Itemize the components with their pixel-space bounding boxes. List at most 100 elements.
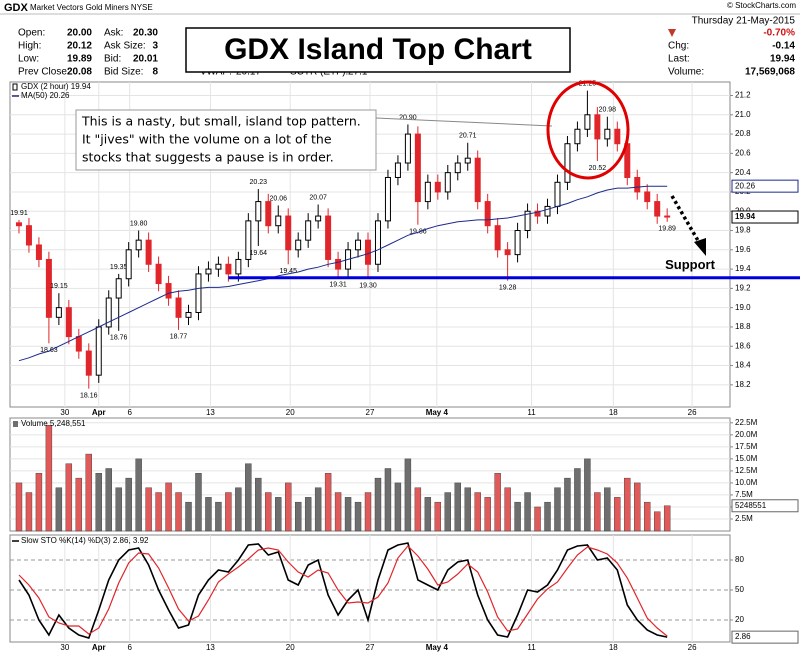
candle-body <box>305 220 312 241</box>
quote-value: 17,569,068 <box>745 67 795 78</box>
x-tick-label: Apr <box>92 408 106 417</box>
quote-label: Bid Size: <box>104 67 143 78</box>
volume-bar <box>464 487 471 532</box>
volume-bar <box>404 458 412 532</box>
volume-bar <box>145 487 152 532</box>
x-tick-label: 18 <box>609 408 618 417</box>
volume-bar <box>15 482 23 532</box>
quote-label: Ask Size: <box>104 41 146 52</box>
security-name: Market Vectors Gold Miners NYSE <box>30 3 153 12</box>
x-tick-label: 13 <box>206 643 215 652</box>
quote-label: Chg: <box>668 41 689 52</box>
x-tick-label: 26 <box>688 408 697 417</box>
volume-bar <box>444 492 451 532</box>
chart-title: GDX Island Top Chart <box>224 33 532 66</box>
volume-bar <box>394 482 402 532</box>
volume-bar <box>604 487 611 532</box>
candle-body <box>524 210 531 232</box>
candle-body <box>235 258 242 275</box>
annotation-line: stocks that suggests a pause is in order… <box>82 150 334 165</box>
x-tick-label: 6 <box>127 408 132 417</box>
quote-label: Prev Close: <box>18 67 70 78</box>
volume-bar <box>663 505 671 532</box>
volume-bar <box>115 487 122 532</box>
x-tick-label: Apr <box>92 643 106 652</box>
low-label: 19.45 <box>279 268 297 275</box>
x-tick-label: 18 <box>609 643 618 652</box>
volume-bar <box>614 497 621 532</box>
annotation-line: This is a nasty, but small, island top p… <box>81 114 361 129</box>
volume-bar <box>324 473 332 532</box>
candle-body <box>285 215 292 251</box>
low-label: 18.16 <box>80 393 98 400</box>
x-tick-label: 26 <box>688 643 697 652</box>
x-tick-label: 6 <box>127 643 132 652</box>
y-tick-label: 10.0M <box>735 478 758 487</box>
y-tick-label: 18.2 <box>735 380 751 389</box>
volume-bar <box>314 487 322 532</box>
volume-bar <box>484 497 491 532</box>
candle-body <box>75 336 82 352</box>
candle-body <box>35 244 42 260</box>
candle-body <box>185 311 192 318</box>
y-tick-label: 50 <box>735 585 744 594</box>
candle-body <box>195 273 202 313</box>
candle-body <box>115 278 122 299</box>
volume-bar <box>195 473 202 532</box>
y-tick-label: 80 <box>735 555 744 564</box>
candle-body <box>275 215 282 227</box>
candle-body <box>614 128 621 145</box>
candle-body <box>145 239 152 265</box>
volume-bar <box>304 497 312 532</box>
candle-body <box>355 239 362 251</box>
volume-bar <box>354 501 362 532</box>
candle-body <box>404 133 411 164</box>
candle-body <box>604 128 611 140</box>
candle-body <box>245 220 252 260</box>
volume-bar <box>504 487 511 532</box>
volume-bar <box>25 492 33 532</box>
volume-bar <box>544 501 551 532</box>
volume-bar <box>454 482 461 532</box>
value-box-label: 2.86 <box>735 632 751 641</box>
legend-icon <box>13 421 18 427</box>
quote-label: Bid: <box>104 54 121 65</box>
volume-bar <box>634 482 641 532</box>
y-tick-label: 19.6 <box>735 245 751 254</box>
candle-body <box>484 201 491 227</box>
legend-icon <box>12 83 18 91</box>
panel: 20 50 80 30 Apr 6 13 20 27 May 4 11 18 26 Slow STO %K… <box>9 534 744 652</box>
low-label: 18.76 <box>110 335 128 342</box>
volume-bar <box>225 492 232 532</box>
y-tick-label: 20.0M <box>735 430 758 439</box>
y-tick-label: 2.5M <box>735 514 753 523</box>
volume-bar <box>35 473 43 532</box>
panel-title: Volume 5,248,551 <box>21 419 86 428</box>
quote-label: Open: <box>18 28 45 39</box>
y-tick-label: 20.6 <box>735 148 751 157</box>
candle-body <box>534 210 541 217</box>
x-tick-label: 11 <box>527 643 536 652</box>
sto-line <box>18 542 668 639</box>
low-label: 18.77 <box>170 334 188 341</box>
volume-bar <box>434 501 442 532</box>
y-tick-label: 18.8 <box>735 322 751 331</box>
volume-bar <box>524 492 531 532</box>
high-label: 19.35 <box>110 264 128 271</box>
down-triangle <box>668 29 676 37</box>
candle-body <box>265 201 272 227</box>
y-tick-label: 21.2 <box>735 91 751 100</box>
value-box <box>731 179 799 193</box>
candle-body <box>554 181 561 207</box>
high-label: 20.90 <box>399 114 417 121</box>
annotation-box <box>75 109 377 171</box>
quote-value: 20.12 <box>67 41 92 52</box>
candle-body <box>45 258 52 318</box>
candle-body <box>365 239 372 265</box>
low-label: 19.64 <box>250 250 268 257</box>
candle-body <box>255 201 262 222</box>
x-tick-label: 20 <box>286 408 295 417</box>
y-tick-label: 12.5M <box>735 466 758 475</box>
candle-body <box>464 157 471 164</box>
